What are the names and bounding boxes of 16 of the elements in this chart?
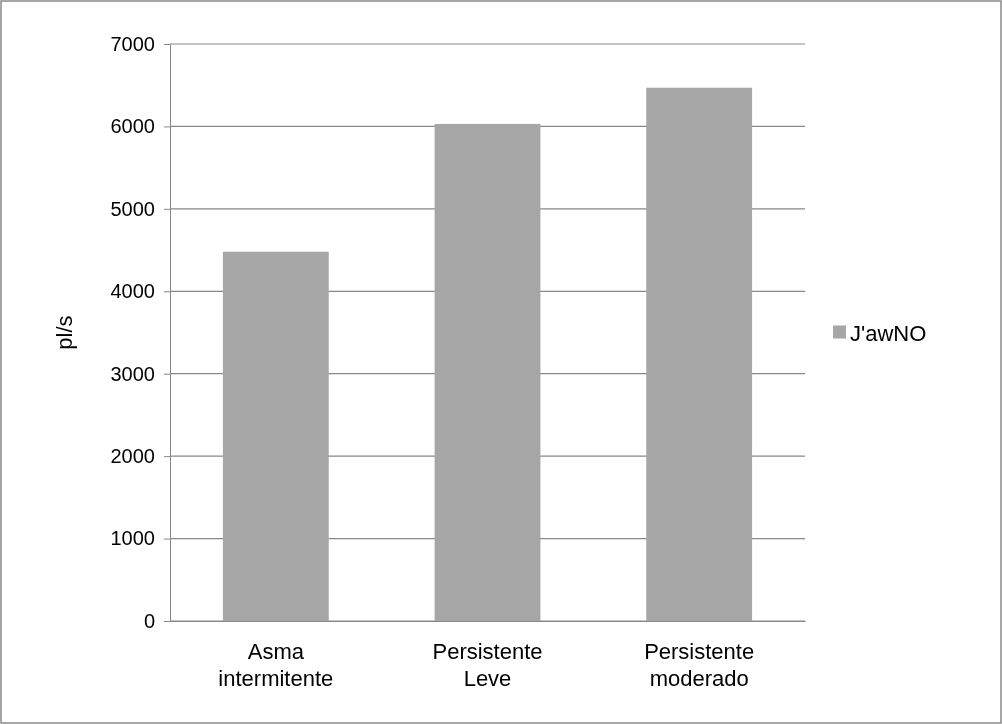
y-tick-label: 1000 — [110, 527, 155, 550]
y-tick-label: 2000 — [110, 445, 155, 468]
y-tick-label: 7000 — [110, 32, 155, 55]
y-tick-label: 0 — [143, 609, 155, 632]
y-tick-label: 6000 — [110, 115, 155, 138]
bar — [646, 87, 753, 621]
bar — [434, 123, 541, 621]
y-tick-label: 3000 — [110, 362, 155, 385]
y-axis-title: pl/s — [52, 315, 77, 350]
y-tick-label: 5000 — [110, 197, 155, 220]
bar — [222, 251, 329, 621]
x-tick-label: Persistente Leve — [432, 639, 543, 691]
y-tick-label: 4000 — [110, 280, 155, 303]
x-tick-label: Persistente moderado — [644, 639, 755, 691]
x-tick-label: Asma intermitente — [218, 639, 334, 691]
legend-label: J'awNO — [850, 320, 927, 346]
